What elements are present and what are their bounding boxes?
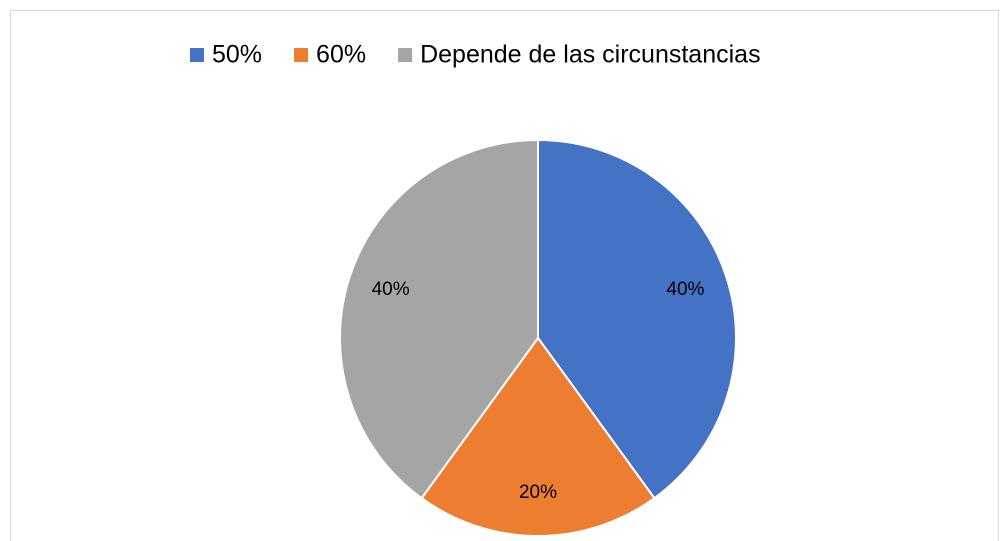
pie-slice (420, 336, 656, 537)
legend-swatch (398, 48, 413, 62)
data-label: 40% (372, 279, 410, 300)
legend-label: 50% (212, 41, 262, 69)
legend-swatch (294, 48, 309, 62)
data-label: 20% (519, 482, 557, 503)
pie-slice (339, 138, 539, 500)
pie-slice (537, 138, 737, 500)
data-label: 40% (666, 279, 704, 300)
legend-label: Depende de las circunstancias (420, 41, 760, 69)
legend-label: 60% (316, 41, 366, 69)
legend-swatch (190, 48, 204, 62)
